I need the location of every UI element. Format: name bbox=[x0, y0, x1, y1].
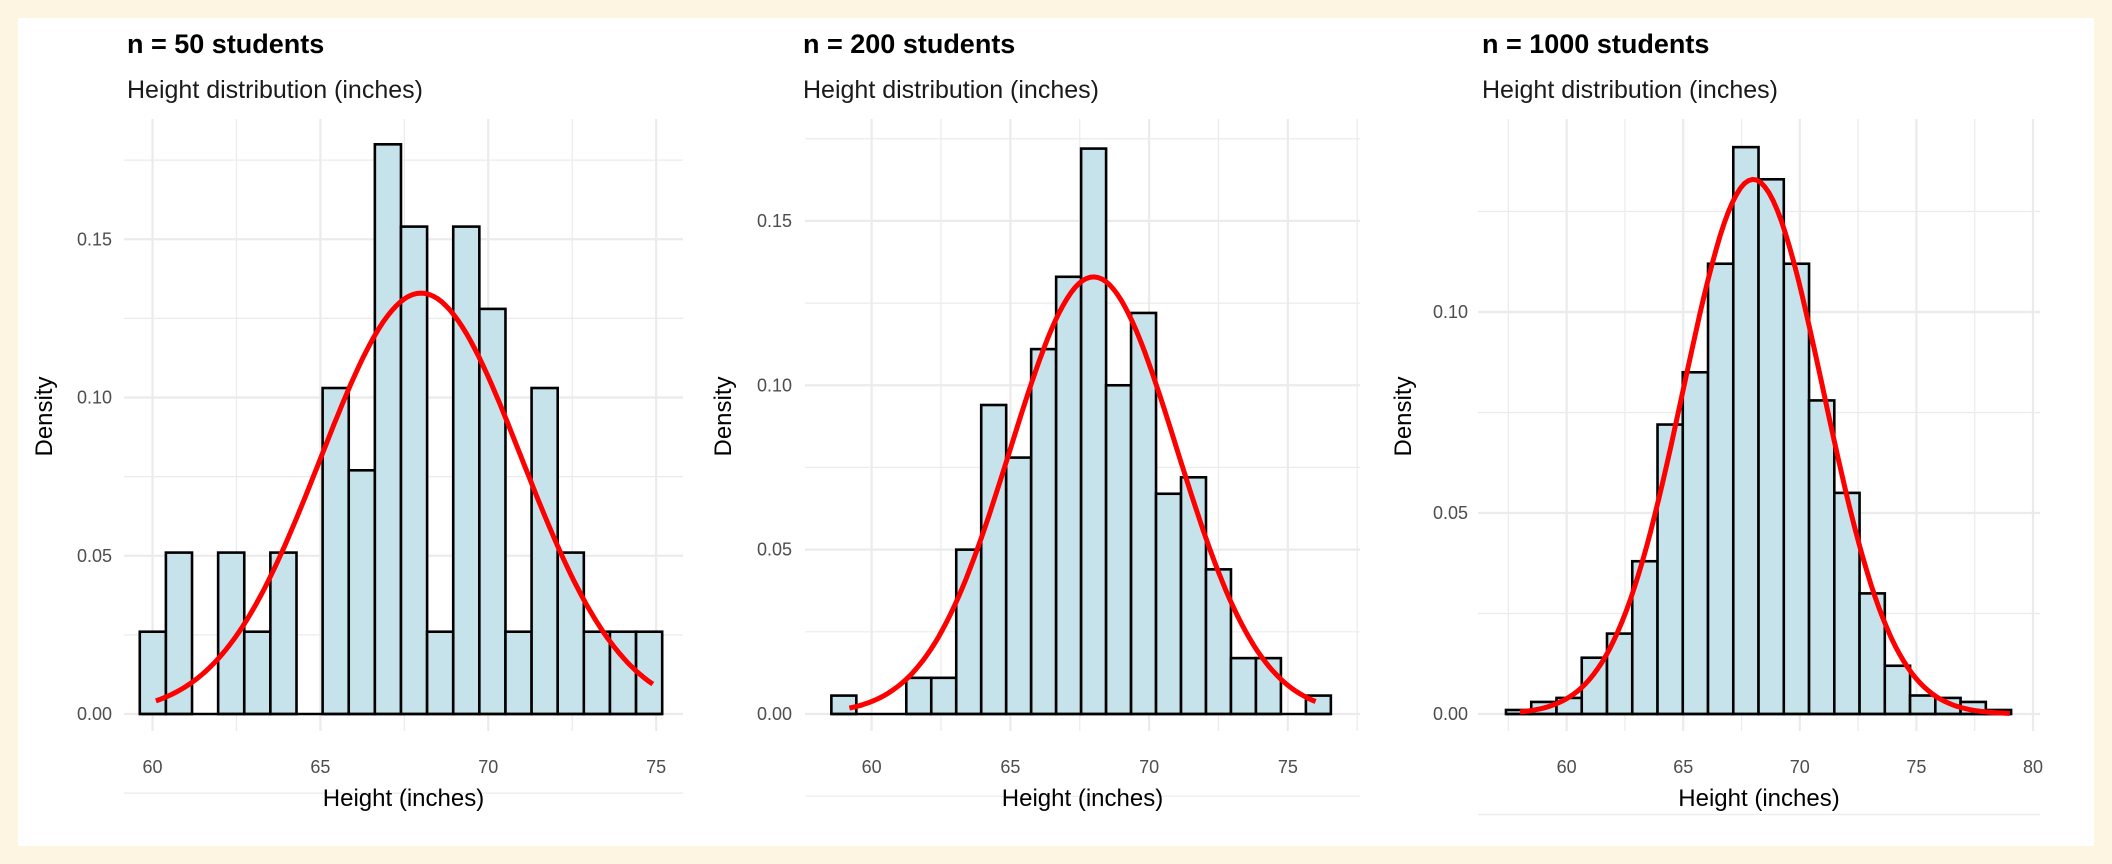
x-tick-label: 65 bbox=[1673, 757, 1693, 777]
normal-density-curve bbox=[155, 290, 655, 704]
histogram-bar bbox=[1782, 262, 1811, 716]
y-tick-label: 0.15 bbox=[77, 229, 112, 249]
y-tick-label: 0.10 bbox=[1433, 302, 1468, 322]
histogram-bar bbox=[1883, 664, 1912, 716]
histogram-bar bbox=[1029, 347, 1058, 716]
histogram-bar bbox=[582, 630, 612, 716]
x-axis-title: Height (inches) bbox=[1002, 785, 1163, 812]
y-axis-title: Density bbox=[31, 376, 58, 456]
x-tick-label: 70 bbox=[1790, 757, 1810, 777]
x-tick-label: 60 bbox=[862, 757, 882, 777]
histogram-bar bbox=[451, 225, 481, 716]
y-axis-title: Density bbox=[710, 376, 737, 456]
histogram-bar bbox=[504, 630, 533, 716]
histogram-bar bbox=[530, 386, 560, 716]
histogram-bar bbox=[1054, 275, 1083, 716]
x-tick-label: 70 bbox=[478, 757, 498, 777]
x-tick-label: 75 bbox=[646, 757, 666, 777]
histogram-bar bbox=[1079, 147, 1108, 716]
y-tick-label: 0.05 bbox=[757, 540, 792, 560]
panel-1: 0.00 0.05 0.10 0.15 60 65 70 75 n = 50 students H… bbox=[31, 29, 683, 812]
panel-title: n = 1000 students bbox=[1482, 29, 1709, 59]
histogram-bar bbox=[904, 676, 933, 716]
histogram-bar bbox=[1807, 399, 1836, 716]
panel-title: n = 200 students bbox=[803, 29, 1015, 59]
histogram-bar bbox=[1681, 370, 1710, 716]
histogram-bar bbox=[1179, 476, 1208, 716]
panel-3: 0.00 0.05 0.10 60 65 70 75 80 n = 1000 students H… bbox=[1390, 29, 2043, 816]
x-tick-label: 70 bbox=[1139, 757, 1159, 777]
x-tick-label: 60 bbox=[143, 757, 163, 777]
x-axis-title: Height (inches) bbox=[1678, 785, 1839, 812]
x-tick-label: 65 bbox=[310, 757, 330, 777]
x-tick-label: 75 bbox=[1278, 757, 1298, 777]
y-tick-label: 0.10 bbox=[77, 388, 112, 408]
histogram-bar bbox=[138, 630, 168, 716]
panel-subtitle: Height distribution (inches) bbox=[1482, 76, 1778, 104]
histogram-bar bbox=[1004, 456, 1033, 716]
panel-subtitle: Height distribution (inches) bbox=[127, 76, 423, 104]
x-tick-label: 60 bbox=[1557, 757, 1577, 777]
histogram-bar bbox=[242, 630, 272, 716]
histogram-bar bbox=[1757, 178, 1786, 716]
histogram-bar bbox=[1706, 262, 1735, 716]
panel-subtitle: Height distribution (inches) bbox=[803, 76, 1099, 104]
x-tick-label: 75 bbox=[1906, 757, 1926, 777]
histogram-bar bbox=[1908, 694, 1937, 716]
y-tick-label: 0.00 bbox=[757, 704, 792, 724]
x-axis-title: Height (inches) bbox=[323, 785, 484, 812]
histogram-bar bbox=[1656, 423, 1685, 716]
histogram-bar bbox=[399, 225, 429, 716]
y-axis-title: Density bbox=[1390, 376, 1417, 456]
histogram-bar bbox=[478, 307, 507, 716]
panel-title: n = 50 students bbox=[127, 29, 324, 59]
y-tick-label: 0.05 bbox=[77, 546, 112, 566]
histogram-bar bbox=[373, 143, 403, 716]
y-tick-label: 0.00 bbox=[77, 704, 112, 724]
histogram-bar bbox=[347, 469, 377, 716]
y-tick-label: 0.05 bbox=[1433, 503, 1468, 523]
x-tick-label: 65 bbox=[1000, 757, 1020, 777]
normal-density-curve bbox=[1519, 176, 2010, 716]
histogram-bar bbox=[269, 551, 298, 716]
panel-2: 0.00 0.05 0.10 0.15 60 65 70 75 n = 200 students… bbox=[710, 29, 1360, 812]
x-tick-label: 80 bbox=[2023, 757, 2043, 777]
y-tick-label: 0.00 bbox=[1433, 704, 1468, 724]
histogram-bar bbox=[1154, 492, 1183, 716]
histogram-bar bbox=[216, 551, 246, 716]
y-tick-label: 0.10 bbox=[757, 375, 792, 395]
histogram-bar bbox=[1104, 383, 1133, 716]
histogram-bar bbox=[1731, 145, 1760, 716]
histogram-bar bbox=[830, 694, 858, 716]
histogram-bar bbox=[425, 630, 455, 716]
histogram-bar bbox=[979, 403, 1008, 716]
histogram-bar bbox=[929, 676, 958, 716]
histogram-bar bbox=[1229, 656, 1258, 716]
y-tick-label: 0.15 bbox=[757, 211, 792, 231]
normal-density-curve bbox=[848, 274, 1317, 711]
